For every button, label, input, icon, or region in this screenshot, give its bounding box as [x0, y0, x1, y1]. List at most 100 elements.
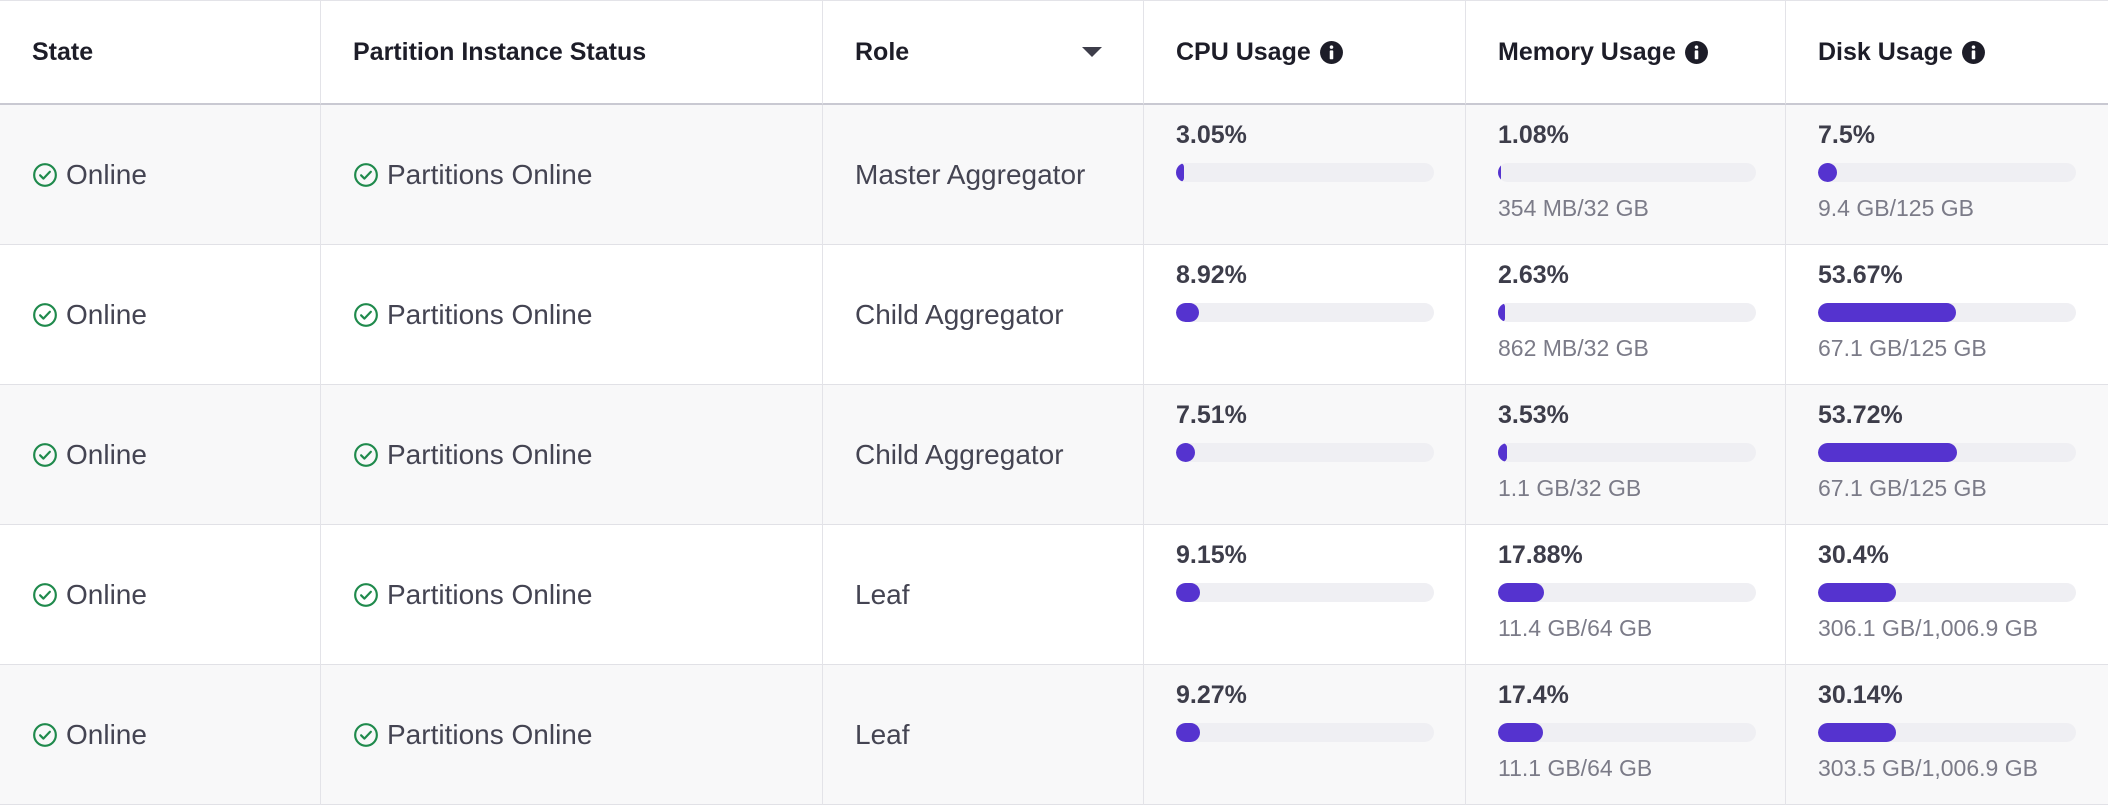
usage-bar — [1498, 723, 1543, 742]
info-icon[interactable] — [1684, 40, 1709, 65]
table-cell: 3.53% 1.1 GB/32 GB — [1466, 385, 1786, 525]
table-row — [0, 105, 2108, 245]
table-cell: Partitions Online — [321, 385, 823, 525]
column-header-label: CPU Usage — [1176, 37, 1311, 66]
table-cell: Leaf — [823, 525, 1144, 665]
state-text: Online — [66, 719, 147, 750]
status-icon — [354, 163, 378, 187]
column-header[interactable]: CPU Usage — [1144, 0, 1466, 105]
column-header[interactable]: Memory Usage — [1466, 0, 1786, 105]
table-cell: 17.4% 11.1 GB/64 GB — [1466, 665, 1786, 805]
usage-detail: 67.1 GB/125 GB — [1818, 475, 1987, 501]
usage-bar — [1176, 443, 1196, 462]
usage-percent: 9.15% — [1176, 541, 1247, 569]
partition-status-text: Partitions Online — [387, 159, 593, 190]
table-cell: Child Aggregator — [823, 385, 1144, 525]
role-text: Leaf — [855, 719, 910, 750]
table-cell: Partitions Online — [321, 245, 823, 385]
role-text-wrap: Child Aggregator — [855, 385, 1064, 525]
usage-percent: 17.88% — [1498, 541, 1583, 569]
info-icon[interactable] — [1961, 40, 1986, 65]
usage-track — [1176, 583, 1434, 602]
usage-bar — [1498, 443, 1508, 462]
usage-percent: 7.5% — [1818, 121, 1875, 149]
table-cell: 7.51% — [1144, 385, 1466, 525]
usage-percent: 53.72% — [1818, 401, 1903, 429]
role-text: Master Aggregator — [855, 159, 1086, 190]
table-cell: Online — [0, 385, 321, 525]
state-text-wrap: Online — [32, 665, 147, 805]
usage-bar — [1818, 443, 1957, 462]
role-text-wrap: Leaf — [855, 665, 910, 805]
usage-track — [1176, 163, 1434, 182]
table-cell: 3.05% — [1144, 105, 1466, 245]
status-icon — [33, 443, 57, 467]
role-text: Child Aggregator — [855, 439, 1064, 470]
table-cell: 30.4% 306.1 GB/1,006.9 GB — [1786, 525, 2108, 665]
usage-track — [1498, 723, 1756, 742]
partition-status-text: Partitions Online — [387, 439, 593, 470]
usage-percent: 17.4% — [1498, 681, 1569, 709]
state-text: Online — [66, 159, 147, 190]
usage-detail: 67.1 GB/125 GB — [1818, 335, 1987, 361]
status-icon — [354, 583, 378, 607]
usage-detail: 303.5 GB/1,006.9 GB — [1818, 755, 2038, 781]
column-header-label: Disk Usage — [1818, 37, 1953, 66]
table-cell: 53.67% 67.1 GB/125 GB — [1786, 245, 2108, 385]
usage-track — [1818, 443, 2076, 462]
column-header[interactable]: State — [0, 0, 321, 105]
partition-status-text-wrap: Partitions Online — [353, 105, 592, 245]
sort-icon[interactable] — [1081, 45, 1103, 59]
table-cell: Partitions Online — [321, 525, 823, 665]
usage-detail: 306.1 GB/1,006.9 GB — [1818, 615, 2038, 641]
usage-track — [1818, 163, 2076, 182]
state-text: Online — [66, 579, 147, 610]
table-cell: Leaf — [823, 665, 1144, 805]
usage-track — [1498, 583, 1756, 602]
usage-bar — [1498, 303, 1505, 322]
usage-track — [1498, 303, 1756, 322]
usage-bar — [1176, 583, 1200, 602]
usage-bar — [1176, 303, 1199, 322]
role-text: Child Aggregator — [855, 299, 1064, 330]
info-icon[interactable] — [1319, 40, 1344, 65]
usage-percent: 30.4% — [1818, 541, 1889, 569]
partition-status-text: Partitions Online — [387, 579, 593, 610]
table-cell: 2.63% 862 MB/32 GB — [1466, 245, 1786, 385]
table-cell: Partitions Online — [321, 665, 823, 805]
role-text-wrap: Child Aggregator — [855, 245, 1064, 385]
usage-bar — [1176, 723, 1200, 742]
table-row — [0, 525, 2108, 665]
usage-percent: 7.51% — [1176, 401, 1247, 429]
table-cell: 9.15% — [1144, 525, 1466, 665]
status-icon — [33, 303, 57, 327]
column-header-label: Role — [855, 37, 910, 66]
state-text: Online — [66, 299, 147, 330]
state-text-wrap: Online — [32, 385, 147, 525]
column-header-label: Memory Usage — [1498, 37, 1676, 66]
column-header[interactable]: Disk Usage — [1786, 0, 2108, 105]
table-row — [0, 245, 2108, 385]
usage-track — [1176, 443, 1434, 462]
table-cell: 17.88% 11.4 GB/64 GB — [1466, 525, 1786, 665]
table-cell: 9.27% — [1144, 665, 1466, 805]
partition-status-text: Partitions Online — [387, 719, 593, 750]
partition-status-text-wrap: Partitions Online — [353, 665, 592, 805]
column-header[interactable]: Partition Instance Status — [321, 0, 823, 105]
column-header[interactable]: Role — [823, 0, 1144, 105]
usage-track — [1176, 303, 1434, 322]
usage-detail: 11.4 GB/64 GB — [1498, 615, 1653, 641]
table-cell: Child Aggregator — [823, 245, 1144, 385]
state-text-wrap: Online — [32, 245, 147, 385]
state-text-wrap: Online — [32, 525, 147, 665]
table-cell: Online — [0, 245, 321, 385]
status-icon — [354, 723, 378, 747]
status-icon — [33, 583, 57, 607]
usage-bar — [1818, 163, 1838, 182]
usage-track — [1818, 303, 2076, 322]
usage-track — [1176, 723, 1434, 742]
usage-bar — [1176, 163, 1184, 182]
usage-percent: 9.27% — [1176, 681, 1247, 709]
status-icon — [354, 443, 378, 467]
